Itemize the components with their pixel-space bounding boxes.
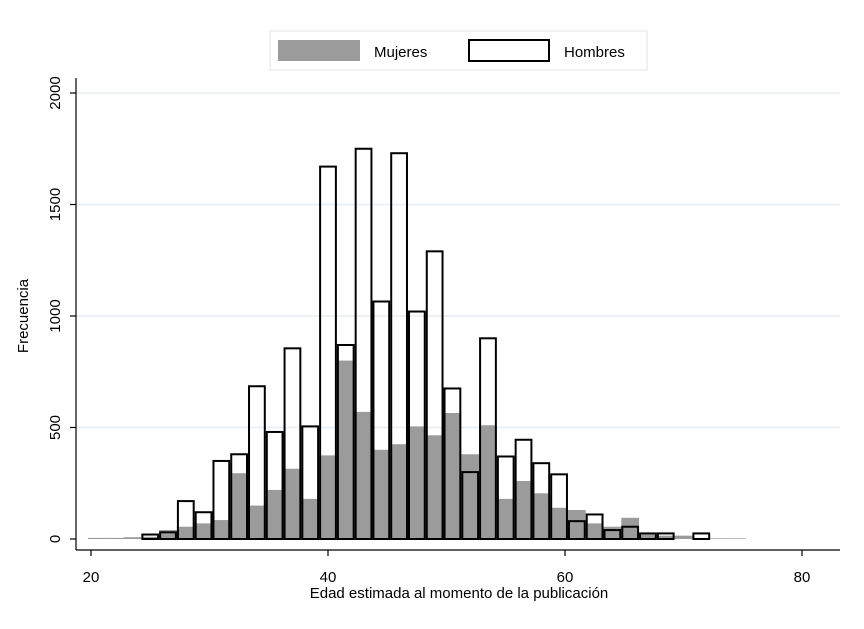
bar-mujeres-0 [88,537,106,539]
bar-hombres-7 [212,459,231,541]
y-tick-label-2000: 2000 [47,76,64,109]
bar-mujeres-27 [567,510,586,539]
bar-hombres-3 [141,533,160,540]
bar-hombres-11 [283,347,302,540]
bar-hombres-6 [194,511,213,540]
bar-mujeres-36 [727,538,746,539]
bar-mujeres-21 [461,454,480,539]
bar-mujeres-7 [212,520,231,539]
legend-label-mujeres: Mujeres [374,44,427,61]
x-tick-label-60: 60 [557,569,574,586]
legend: Mujeres Hombres [269,30,648,71]
bar-mujeres-1 [105,537,124,539]
legend-swatch-hombres [468,39,550,62]
bar-mujeres-25 [532,493,551,539]
bar-mujeres-20 [443,413,462,539]
bar-hombres-29 [603,529,622,541]
bar-hombres-18 [407,310,426,541]
x-tick-label-40: 40 [320,569,337,586]
bar-hombres-31 [639,532,657,540]
bar-mujeres-8 [230,473,249,539]
x-tick-label-20: 20 [83,569,100,586]
bar-mujeres-17 [390,444,408,539]
bar-mujeres-14 [336,360,355,539]
bar-mujeres-13 [319,455,337,539]
bar-mujeres-2 [123,537,142,539]
bar-mujeres-6 [194,523,213,539]
bar-mujeres-28 [585,523,604,539]
legend-label-hombres: Hombres [564,44,625,61]
legend-swatch-mujeres [278,40,360,61]
bar-mujeres-29 [603,526,622,539]
bar-hombres-14 [336,343,355,540]
bar-mujeres-26 [550,507,568,539]
bar-hombres-32 [656,532,675,540]
bar-mujeres-19 [425,435,444,539]
bar-hombres-28 [585,513,604,540]
bar-mujeres-35 [710,538,728,539]
bar-mujeres-11 [283,468,302,539]
bar-mujeres-9 [248,505,266,539]
mujeres-series [88,360,746,539]
bar-mujeres-12 [301,498,320,539]
bar-mujeres-10 [265,489,284,539]
bar-hombres-24 [514,438,533,541]
bar-hombres-4 [159,531,177,540]
bar-hombres-19 [425,250,444,541]
bar-hombres-9 [248,385,266,540]
x-tick-label-80: 80 [794,569,811,586]
y-axis-title: Frecuencia [15,278,32,353]
axes: 0 500 1000 1500 2000 20 40 60 80 [47,76,840,586]
hombres-series [141,147,711,541]
bar-mujeres-4 [159,530,177,539]
bar-hombres-21 [461,471,480,541]
bar-mujeres-18 [407,426,426,539]
bar-hombres-5 [176,500,195,540]
bar-hombres-15 [354,147,373,540]
bar-mujeres-31 [639,534,657,539]
bar-mujeres-23 [496,498,515,539]
bar-hombres-26 [550,473,568,540]
bar-hombres-30 [621,525,640,540]
bar-mujeres-30 [621,517,640,539]
y-tick-label-1500: 1500 [47,188,64,221]
bar-mujeres-33 [674,535,693,539]
bar-hombres-13 [319,165,337,540]
bar-hombres-16 [372,300,391,540]
bar-hombres-27 [567,520,586,540]
gridlines [76,92,840,429]
bar-hombres-20 [443,387,462,540]
bar-mujeres-15 [354,411,373,539]
bar-hombres-17 [390,152,408,541]
bar-mujeres-32 [656,535,675,539]
bar-mujeres-5 [176,526,195,539]
y-tick-label-0: 0 [47,535,64,543]
bar-hombres-10 [265,430,284,540]
bar-mujeres-3 [141,536,160,539]
bar-mujeres-24 [514,481,533,539]
bar-mujeres-16 [372,449,391,539]
bar-hombres-12 [301,425,320,541]
bar-hombres-34 [692,532,711,540]
bar-hombres-25 [532,462,551,540]
bar-mujeres-22 [479,425,497,539]
bar-hombres-8 [230,453,249,541]
bar-hombres-22 [479,337,497,540]
y-tick-label-1000: 1000 [47,299,64,332]
x-axis-title: Edad estimada al momento de la publicaci… [310,585,609,602]
y-tick-label-500: 500 [47,415,64,440]
bar-hombres-23 [496,455,515,540]
